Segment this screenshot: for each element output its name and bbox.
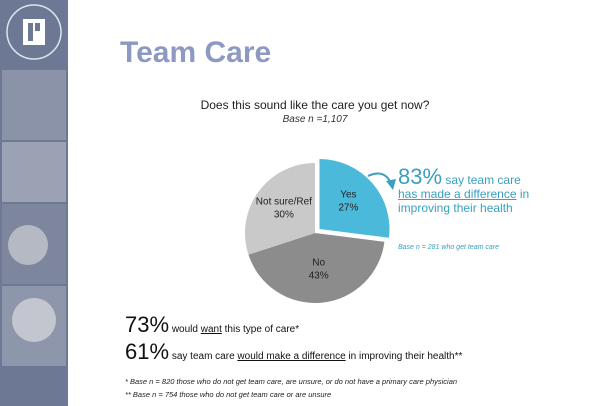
title: Team Care: [120, 36, 272, 69]
photo: [2, 70, 66, 140]
slice-value: 43%: [309, 270, 329, 281]
pie-slice: [319, 159, 390, 238]
footnote: * Base n = 820 those who do not get team…: [125, 377, 458, 386]
finding-text: would make a difference: [237, 351, 346, 362]
callout-text: in improving their health: [398, 187, 530, 215]
callout-base: Base n = 281 who get team care: [398, 244, 499, 251]
logo-mark: [28, 23, 33, 41]
photo-face: [12, 298, 56, 342]
logo: [23, 19, 45, 45]
finding-stat: 73%: [125, 312, 170, 337]
finding: 73% would want this type of care*: [125, 312, 299, 338]
base: Base n =1,107: [282, 114, 348, 125]
slice-value: 30%: [274, 209, 294, 220]
pie-slice: [248, 233, 385, 303]
pie-slice: [245, 163, 315, 255]
callout-text: say team care: [445, 173, 521, 187]
finding-text: this type of care*: [221, 324, 300, 335]
photo: [2, 142, 66, 202]
logo-mark: [35, 23, 40, 31]
callout: 83% say team care has made a difference …: [398, 166, 538, 216]
finding-stat: 61%: [125, 339, 170, 364]
finding-text: say team care: [171, 351, 238, 362]
question: Does this sound like the care you get no…: [200, 98, 430, 112]
finding-text: want: [200, 324, 222, 335]
callout-arrowhead: [386, 179, 396, 190]
slice-label: Yes: [340, 190, 356, 201]
callout-text: has made a difference: [398, 187, 517, 201]
finding-text: in improving their health**: [345, 351, 463, 362]
slice-value: 27%: [338, 203, 358, 214]
callout-stat: 83%: [398, 164, 443, 189]
logo-seal: [6, 4, 62, 60]
finding-text: would: [171, 324, 201, 335]
footnote: ** Base n = 754 those who do not get tea…: [125, 390, 332, 399]
photo-face: [8, 225, 48, 265]
slice-label: Not sure/Ref: [256, 196, 312, 207]
finding: 61% say team care would make a differenc…: [125, 339, 462, 365]
slice-label: No: [312, 257, 325, 268]
